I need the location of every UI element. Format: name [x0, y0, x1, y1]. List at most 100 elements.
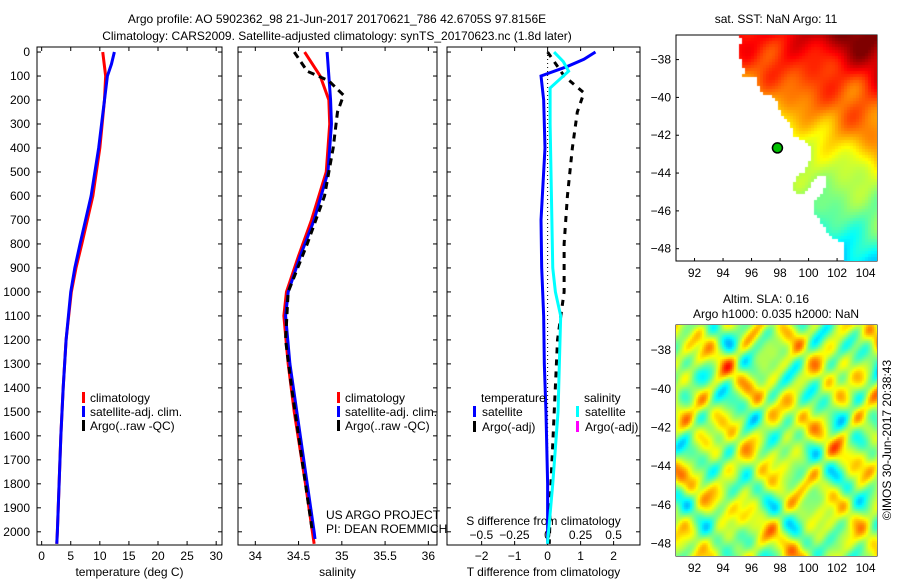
legend-header-salinity: salinity [584, 391, 621, 405]
legend-label: Argo(..raw -QC) [90, 419, 175, 433]
series-argo-raw-qc- [284, 51, 346, 533]
series-t-satellite [539, 50, 597, 544]
map-x-tick-label: 94 [716, 561, 730, 575]
series-satellite-adj-clim- [284, 51, 333, 540]
map-y-tick-label: −40 [651, 382, 672, 396]
y-tick-label: 1400 [3, 381, 30, 395]
legend-label: climatology [90, 391, 150, 405]
imos-timestamp: ©IMOS 30-Jun-2017 20:38:43 [880, 360, 894, 521]
x-tick-label: 0 [544, 549, 551, 563]
legend-label: satellite-adj. clim. [345, 405, 437, 419]
legend-swatch [337, 420, 340, 431]
sst-map [676, 35, 877, 261]
x-tick-label: −2 [475, 549, 489, 563]
y-tick-label: 600 [10, 189, 30, 203]
project-credit: US ARGO PROJECT [326, 508, 441, 522]
map-y-tick-label: −42 [651, 128, 672, 142]
legend-swatch [82, 406, 85, 417]
legend-label: climatology [345, 391, 405, 405]
legend-label: Argo(-adj) [482, 420, 535, 434]
legend-swatch [473, 406, 476, 417]
y-tick-label: 1700 [3, 453, 30, 467]
x-tick-label: 25 [180, 549, 194, 563]
y-tick-label: 1800 [3, 477, 30, 491]
map-y-tick-label: −46 [651, 204, 672, 218]
legend-swatch [82, 420, 85, 431]
pi-credit: PI: DEAN ROEMMICH [326, 522, 447, 536]
series-climatology [282, 51, 332, 545]
s-diff-axis-label: S difference from climatology [466, 514, 621, 528]
y-tick-label: 1900 [3, 501, 30, 515]
panel-frame-salinity [237, 46, 438, 546]
s-diff-tick-label: −0.25 [499, 528, 530, 542]
y-tick-label: 1300 [3, 357, 30, 371]
x-axis-label: temperature (deg C) [75, 565, 183, 579]
x-tick-label: 10 [93, 549, 107, 563]
map-x-tick-label: 102 [827, 561, 847, 575]
map-y-tick-label: −44 [651, 459, 672, 473]
map-x-tick-label: 104 [856, 266, 876, 280]
legend-label: satellite [482, 405, 523, 419]
y-tick-label: 800 [10, 237, 30, 251]
y-tick-label: 1200 [3, 333, 30, 347]
x-tick-label: 15 [122, 549, 136, 563]
series-climatology [55, 51, 108, 544]
panel-frame-temperature [36, 46, 223, 546]
legend-label: Argo(..raw -QC) [345, 419, 430, 433]
title-line-2: Climatology: CARS2009. Satellite-adjuste… [102, 29, 572, 43]
x-tick-label: 0 [38, 549, 45, 563]
legend-label: satellite [585, 405, 626, 419]
y-tick-label: 2000 [3, 525, 30, 539]
legend-label: Argo(-adj) [585, 420, 638, 434]
legend-swatch [82, 392, 85, 403]
x-tick-label: 36 [422, 549, 436, 563]
map-x-tick-label: 100 [799, 561, 819, 575]
map-x-tick-label: 104 [856, 561, 876, 575]
sst-map-title: sat. SST: NaN Argo: 11 [715, 12, 838, 26]
s-diff-tick-label: 0.5 [605, 528, 622, 542]
map-y-tick-label: −42 [651, 420, 672, 434]
map-x-tick-label: 92 [688, 561, 702, 575]
y-tick-label: 1600 [3, 429, 30, 443]
y-tick-label: 1000 [3, 285, 30, 299]
x-tick-label: 35.5 [373, 549, 397, 563]
y-tick-label: 200 [10, 93, 30, 107]
legend-swatch [576, 421, 579, 432]
legend-swatch [337, 392, 340, 403]
legend-label: satellite-adj. clim. [90, 405, 182, 419]
legend-swatch [337, 406, 340, 417]
x-axis-label: T difference from climatology [467, 565, 621, 579]
map-x-tick-label: 94 [716, 266, 730, 280]
map-y-tick-label: −48 [651, 536, 672, 550]
sla-map [676, 325, 877, 556]
series-s-satellite [545, 50, 571, 544]
map-x-tick-label: 96 [745, 266, 759, 280]
x-tick-label: 34 [249, 549, 263, 563]
y-tick-label: 1100 [4, 309, 30, 323]
legend-header-temperature: temperature [481, 391, 546, 405]
title-line-1: Argo profile: AO 5902362_98 21-Jun-2017 … [128, 12, 546, 26]
x-tick-label: −1 [508, 549, 522, 563]
map-y-tick-label: −44 [651, 166, 672, 180]
legend-swatch [576, 406, 579, 417]
x-tick-label: 2 [610, 549, 617, 563]
y-tick-label: 300 [10, 117, 30, 131]
x-tick-label: 35 [335, 549, 349, 563]
legend-swatch [473, 421, 476, 432]
map-y-tick-label: −40 [651, 90, 672, 104]
x-tick-label: 34.5 [287, 549, 311, 563]
y-tick-label: 1500 [3, 405, 30, 419]
s-diff-tick-label: −0.5 [470, 528, 494, 542]
y-tick-label: 900 [10, 261, 30, 275]
y-tick-label: 0 [23, 45, 30, 59]
sla-map-title-2: Argo h1000: 0.035 h2000: NaN [693, 307, 859, 321]
series-satellite-adj-clim- [55, 51, 116, 544]
panel-frame-difference [446, 46, 641, 546]
map-x-tick-label: 102 [827, 266, 847, 280]
s-diff-tick-label: 0.25 [569, 528, 593, 542]
x-axis-label: salinity [319, 565, 356, 579]
x-tick-label: 20 [151, 549, 165, 563]
x-tick-label: 5 [67, 549, 74, 563]
map-x-tick-label: 98 [773, 266, 787, 280]
